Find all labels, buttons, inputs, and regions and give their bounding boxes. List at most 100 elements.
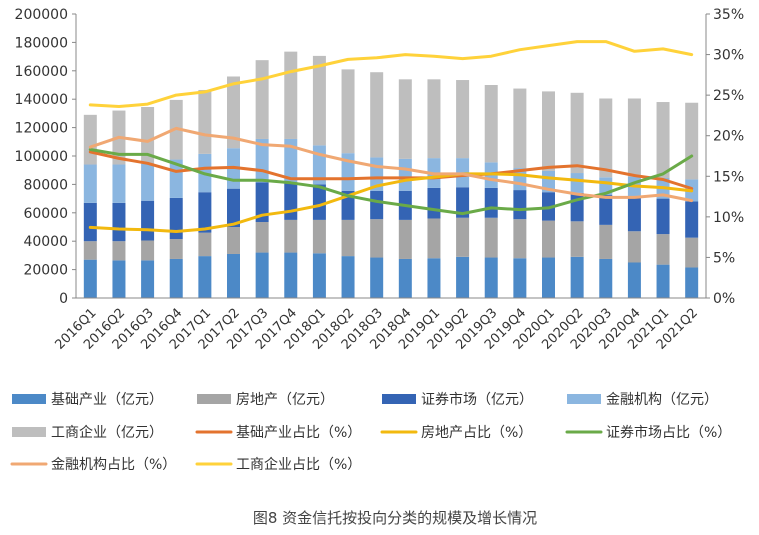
bar-2-2020Q2 bbox=[570, 221, 584, 257]
line-series-4 bbox=[88, 126, 694, 203]
bar-1-2016Q1 bbox=[83, 259, 97, 298]
left-tick-label: 40000 bbox=[23, 234, 68, 250]
bar-2-2020Q3 bbox=[599, 224, 613, 259]
bar-5-2020Q3 bbox=[599, 98, 613, 178]
legend-label: 金融机构（亿元） bbox=[606, 392, 718, 408]
bar-1-2016Q3 bbox=[141, 260, 155, 298]
left-tick-label: 140000 bbox=[15, 92, 68, 108]
bar-1-2018Q3 bbox=[370, 257, 384, 298]
left-tick-label: 80000 bbox=[23, 177, 68, 193]
legend-swatch-bar bbox=[382, 394, 416, 404]
legend-label: 基础产业占比（%） bbox=[236, 424, 361, 441]
bar-1-2017Q3 bbox=[255, 252, 269, 298]
legend-swatch-bar bbox=[197, 394, 231, 404]
legend-item-10: 工商企业占比（%） bbox=[195, 456, 361, 473]
bar-2-2019Q1 bbox=[427, 218, 441, 259]
bar-5-2019Q1 bbox=[427, 79, 441, 159]
bar-3-2017Q4 bbox=[284, 182, 298, 220]
left-tick-label: 180000 bbox=[15, 35, 68, 51]
legend-item-5: 工商企业（亿元） bbox=[12, 424, 163, 441]
bar-2-2018Q3 bbox=[370, 219, 384, 258]
bar-1-2016Q4 bbox=[169, 258, 183, 298]
bar-1-2018Q4 bbox=[398, 258, 412, 298]
right-tick-label: 20% bbox=[713, 129, 744, 145]
bar-3-2016Q2 bbox=[112, 202, 126, 242]
x-axis: 2016Q12016Q22016Q32016Q42017Q12017Q22017… bbox=[52, 297, 706, 353]
bar-2-2017Q4 bbox=[284, 219, 298, 253]
bar-3-2017Q3 bbox=[255, 182, 269, 223]
bar-1-2017Q4 bbox=[284, 252, 298, 298]
bar-5-2019Q2 bbox=[456, 80, 470, 159]
right-y-axis: 0% 5% 10% 15% 20% 25% 30% 35% bbox=[705, 7, 744, 307]
bar-5-2017Q1 bbox=[198, 89, 212, 154]
bar-3-2016Q4 bbox=[169, 197, 183, 240]
bar-3-2020Q3 bbox=[599, 195, 613, 225]
legend-item-3: 证券市场（亿元） bbox=[382, 391, 533, 408]
legend-item-8: 证券市场占比（%） bbox=[565, 424, 731, 441]
bar-1-2019Q2 bbox=[456, 256, 470, 298]
right-tick-label: 15% bbox=[713, 169, 744, 185]
right-tick-label: 30% bbox=[713, 48, 744, 64]
legend-label: 基础产业（亿元） bbox=[51, 391, 163, 408]
bar-1-2018Q1 bbox=[312, 253, 326, 298]
left-tick-label: 120000 bbox=[15, 121, 68, 137]
bar-1-2021Q2 bbox=[685, 267, 699, 298]
bar-1-2020Q1 bbox=[542, 257, 555, 298]
line-series-2 bbox=[88, 172, 694, 233]
bar-4-2018Q4 bbox=[398, 158, 412, 191]
legend-swatch-bar bbox=[12, 427, 46, 437]
bar-3-2021Q1 bbox=[656, 198, 670, 235]
bar-2-2019Q3 bbox=[484, 217, 498, 258]
legend-item-9: 金融机构占比（%） bbox=[10, 457, 176, 473]
bar-5-2019Q4 bbox=[513, 88, 527, 169]
bar-5-2017Q4 bbox=[284, 51, 298, 139]
legend-label: 工商企业（亿元） bbox=[51, 424, 163, 441]
bar-3-2019Q1 bbox=[427, 187, 441, 219]
plot-area bbox=[83, 40, 699, 298]
bar-5-2016Q1 bbox=[83, 114, 97, 165]
bar-5-2016Q3 bbox=[141, 107, 155, 164]
bar-3-2019Q3 bbox=[484, 187, 498, 218]
bar-2-2020Q4 bbox=[627, 231, 641, 263]
left-tick-label: 60000 bbox=[23, 206, 68, 222]
bar-1-2019Q3 bbox=[484, 257, 498, 298]
bar-2-2018Q4 bbox=[398, 219, 412, 259]
legend-label: 房地产占比（%） bbox=[421, 425, 532, 441]
bar-5-2019Q3 bbox=[484, 85, 498, 163]
bar-2-2019Q2 bbox=[456, 217, 470, 257]
left-y-axis: 0 20000 40000 60000 80000 100000 120000 140000 1… bbox=[15, 7, 77, 307]
legend-label: 金融机构占比（%） bbox=[51, 457, 176, 473]
bar-1-2019Q1 bbox=[427, 258, 441, 298]
bar-3-2017Q2 bbox=[227, 188, 240, 227]
legend-label: 房地产（亿元） bbox=[236, 392, 334, 408]
bar-1-2017Q1 bbox=[198, 256, 212, 298]
line-series-5 bbox=[88, 40, 694, 108]
bar-4-2020Q2 bbox=[570, 173, 584, 193]
figure-caption: 图8 资金信托按投向分类的规模及增长情况 bbox=[253, 509, 537, 527]
right-tick-label: 35% bbox=[713, 7, 744, 23]
legend: 基础产业（亿元） 房地产（亿元） 证券市场（亿元） 金融机构（亿元） 工商企业（亿元） 基… bbox=[10, 391, 731, 473]
legend-label: 工商企业占比（%） bbox=[236, 456, 361, 473]
right-tick-label: 10% bbox=[713, 210, 744, 226]
bar-2-2016Q2 bbox=[112, 241, 126, 261]
bar-2-2017Q2 bbox=[227, 227, 240, 254]
bar-1-2021Q1 bbox=[656, 264, 670, 298]
legend-item-6: 基础产业占比（%） bbox=[195, 424, 361, 441]
bar-4-2017Q4 bbox=[284, 138, 298, 183]
bar-2-2016Q3 bbox=[141, 240, 155, 261]
bar-5-2018Q3 bbox=[370, 72, 384, 158]
bar-5-2021Q2 bbox=[685, 102, 699, 180]
bar-3-2016Q3 bbox=[141, 200, 155, 241]
bar-3-2019Q4 bbox=[513, 190, 527, 220]
right-tick-label: 5% bbox=[713, 250, 735, 266]
bar-3-2017Q1 bbox=[198, 192, 212, 233]
legend-swatch-bar bbox=[567, 394, 601, 404]
right-tick-label: 0% bbox=[713, 291, 735, 307]
legend-item-4: 金融机构（亿元） bbox=[567, 392, 718, 408]
legend-item-1: 基础产业（亿元） bbox=[12, 391, 163, 408]
left-tick-label: 100000 bbox=[15, 149, 68, 165]
bar-4-2016Q2 bbox=[112, 164, 126, 203]
bar-2-2017Q3 bbox=[255, 222, 269, 253]
bar-1-2016Q2 bbox=[112, 260, 126, 298]
